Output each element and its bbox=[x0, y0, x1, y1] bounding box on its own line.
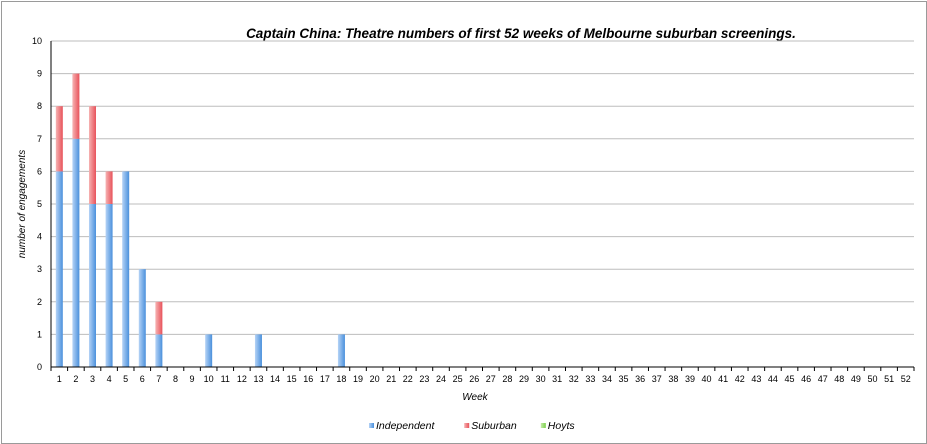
x-tick-label: 1 bbox=[57, 374, 62, 384]
x-tick-label: 44 bbox=[768, 374, 778, 384]
x-tick-label: 33 bbox=[585, 374, 595, 384]
x-tick-label: 41 bbox=[718, 374, 728, 384]
x-tick-label: 29 bbox=[519, 374, 529, 384]
x-tick-label: 11 bbox=[221, 374, 230, 384]
bar-independent-week-10 bbox=[205, 334, 213, 367]
bar-independent-week-13 bbox=[254, 334, 262, 367]
x-axis-ticks: 1 2 3 4 5 6 7 8 9 10 11 12 13 14 15 16 17 18 19 20 21 22 23 24 2… bbox=[50, 367, 915, 384]
bar-independent-week-18 bbox=[337, 334, 345, 367]
x-tick-label: 35 bbox=[619, 374, 629, 384]
legend: Independent Suburban Hoyts bbox=[369, 420, 575, 432]
x-axis-label: Week bbox=[462, 392, 488, 403]
x-tick-label: 40 bbox=[702, 374, 712, 384]
grid bbox=[51, 40, 914, 368]
x-tick-label: 10 bbox=[204, 374, 214, 384]
bar-independent-week-5 bbox=[122, 171, 130, 367]
x-tick-label: 36 bbox=[635, 374, 645, 384]
y-axis-ticks: 0 1 2 3 4 5 6 7 8 9 10 bbox=[32, 36, 42, 372]
bar-independent-week-4 bbox=[105, 204, 113, 367]
y-tick-label: 8 bbox=[37, 101, 42, 111]
y-tick-label: 5 bbox=[37, 199, 42, 209]
x-tick-label: 18 bbox=[336, 374, 346, 384]
x-tick-label: 51 bbox=[884, 374, 894, 384]
x-tick-label: 25 bbox=[453, 374, 463, 384]
x-tick-label: 15 bbox=[287, 374, 297, 384]
x-tick-label: 20 bbox=[370, 374, 380, 384]
x-tick-label: 7 bbox=[156, 374, 161, 384]
x-tick-label: 38 bbox=[668, 374, 678, 384]
bar-independent-week-6 bbox=[138, 269, 146, 367]
y-tick-label: 1 bbox=[37, 329, 42, 339]
y-tick-label: 6 bbox=[37, 166, 42, 176]
x-tick-label: 13 bbox=[253, 374, 263, 384]
bar-suburban-week-4 bbox=[105, 171, 113, 204]
legend-swatch-independent bbox=[369, 423, 374, 428]
y-tick-label: 3 bbox=[37, 264, 42, 274]
y-tick-label: 7 bbox=[37, 134, 42, 144]
x-tick-label: 9 bbox=[190, 374, 195, 384]
legend-label-suburban: Suburban bbox=[471, 420, 517, 432]
legend-label-hoyts: Hoyts bbox=[548, 420, 576, 432]
x-tick-label: 42 bbox=[735, 374, 745, 384]
y-tick-label: 4 bbox=[37, 232, 42, 242]
y-tick-label: 0 bbox=[37, 362, 42, 372]
x-tick-label: 14 bbox=[270, 374, 280, 384]
x-tick-label: 39 bbox=[685, 374, 695, 384]
legend-swatch-suburban bbox=[464, 423, 470, 428]
x-tick-label: 26 bbox=[469, 374, 479, 384]
bar-independent-week-1 bbox=[55, 171, 63, 367]
x-tick-label: 21 bbox=[386, 374, 396, 384]
x-tick-label: 12 bbox=[237, 374, 247, 384]
x-tick-label: 49 bbox=[851, 374, 861, 384]
x-tick-label: 8 bbox=[173, 374, 178, 384]
y-tick-label: 10 bbox=[32, 36, 42, 46]
x-tick-label: 34 bbox=[602, 374, 612, 384]
x-tick-label: 32 bbox=[569, 374, 579, 384]
x-tick-label: 23 bbox=[419, 374, 429, 384]
bar-suburban-week-3 bbox=[88, 106, 96, 204]
x-tick-label: 43 bbox=[751, 374, 761, 384]
y-tick-label: 9 bbox=[37, 69, 42, 79]
x-tick-label: 22 bbox=[403, 374, 413, 384]
x-tick-label: 45 bbox=[785, 374, 795, 384]
bar-independent-week-3 bbox=[88, 204, 96, 367]
x-tick-label: 2 bbox=[73, 374, 78, 384]
legend-label-independent: Independent bbox=[376, 420, 435, 432]
x-tick-label: 50 bbox=[868, 374, 878, 384]
bar-suburban-week-2 bbox=[72, 73, 80, 139]
x-tick-label: 16 bbox=[303, 374, 313, 384]
y-tick-label: 2 bbox=[37, 297, 42, 307]
x-tick-label: 3 bbox=[90, 374, 95, 384]
chart-title: Captain China: Theatre numbers of first … bbox=[246, 26, 796, 41]
x-tick-label: 4 bbox=[107, 374, 112, 384]
x-tick-label: 27 bbox=[486, 374, 496, 384]
x-tick-label: 31 bbox=[552, 374, 562, 384]
bar-independent-week-2 bbox=[72, 138, 80, 367]
bar-suburban-week-7 bbox=[155, 301, 163, 335]
legend-swatch-hoyts bbox=[540, 423, 546, 428]
x-tick-label: 28 bbox=[502, 374, 512, 384]
x-tick-label: 47 bbox=[818, 374, 828, 384]
x-tick-label: 48 bbox=[834, 374, 844, 384]
x-tick-label: 30 bbox=[536, 374, 546, 384]
x-tick-label: 19 bbox=[353, 374, 363, 384]
x-tick-label: 17 bbox=[320, 374, 330, 384]
x-tick-label: 46 bbox=[801, 374, 811, 384]
x-tick-label: 37 bbox=[652, 374, 662, 384]
x-tick-label: 5 bbox=[123, 374, 128, 384]
bar-independent-week-7 bbox=[155, 334, 163, 367]
x-tick-label: 52 bbox=[901, 374, 911, 384]
x-tick-label: 6 bbox=[140, 374, 145, 384]
x-tick-label: 24 bbox=[436, 374, 446, 384]
y-axis-label: number of engagements bbox=[17, 150, 28, 258]
bars bbox=[55, 73, 345, 367]
bar-suburban-week-1 bbox=[55, 106, 63, 172]
